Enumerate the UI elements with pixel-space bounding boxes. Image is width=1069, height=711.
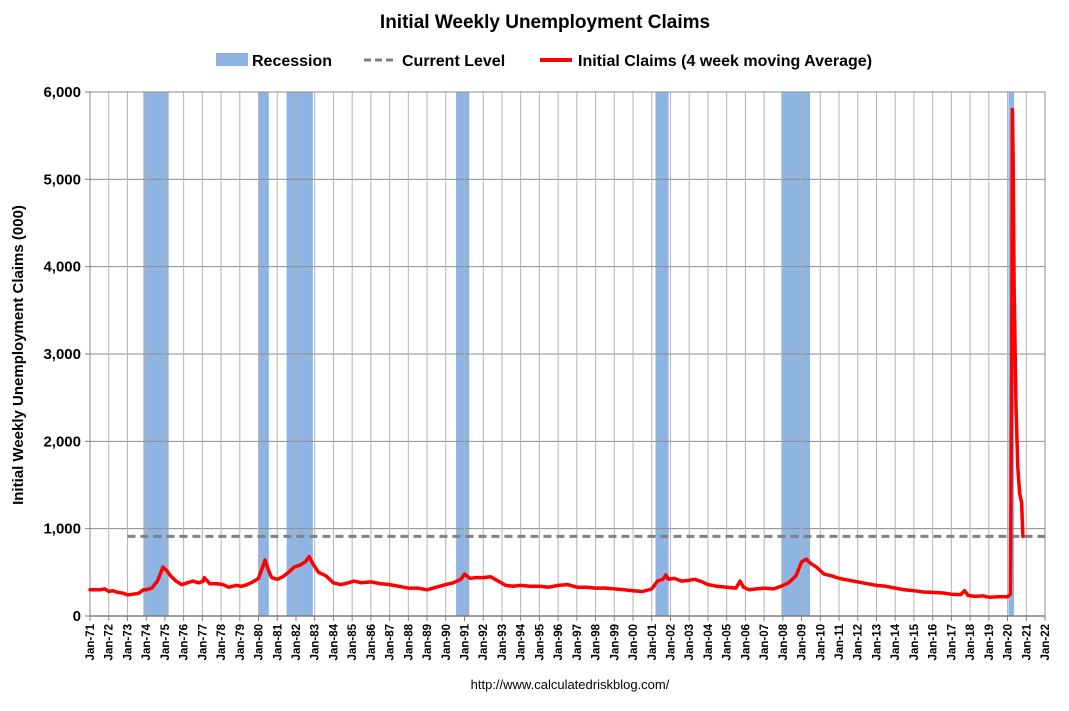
- x-tick-label: Jan-11: [834, 623, 846, 659]
- x-tick-label: Jan-87: [385, 624, 397, 660]
- x-tick-label: Jan-75: [160, 623, 172, 660]
- x-tick-label: Jan-09: [797, 624, 809, 660]
- x-tick-label: Jan-81: [272, 623, 284, 660]
- x-tick-label: Jan-95: [534, 623, 546, 660]
- x-tick-label: Jan-91: [460, 623, 472, 660]
- x-tick-label: Jan-06: [740, 624, 752, 660]
- x-tick-label: Jan-98: [591, 623, 603, 660]
- y-tick-label: 4,000: [43, 259, 81, 276]
- x-tick-label: Jan-12: [853, 624, 865, 660]
- y-tick-label: 0: [73, 608, 81, 625]
- x-tick-label: Jan-86: [366, 624, 378, 660]
- x-tick-label: Jan-97: [572, 624, 584, 660]
- x-tick-label: Jan-96: [553, 624, 565, 660]
- x-tick-label: Jan-73: [122, 624, 134, 660]
- y-tick-label: 2,000: [43, 433, 81, 450]
- series-line-initial-claims: [88, 107, 1025, 599]
- x-tick-label: Jan-99: [609, 624, 621, 660]
- x-tick-label: Jan-83: [310, 624, 322, 660]
- x-tick-label: Jan-82: [291, 624, 303, 660]
- chart-title: Initial Weekly Unemployment Claims: [380, 12, 710, 33]
- legend: Recession Current Level Initial Claims (4 …: [216, 53, 872, 70]
- x-tick-label: Jan-74: [141, 623, 153, 660]
- x-tick-label: Jan-92: [478, 624, 490, 660]
- x-tick-label: Jan-03: [684, 624, 696, 660]
- x-tick-label: Jan-05: [722, 623, 734, 660]
- y-tick-label: 5,000: [43, 171, 81, 188]
- legend-item: Current Level: [364, 53, 505, 70]
- x-tick-label: Jan-13: [871, 624, 883, 660]
- x-tick-label: Jan-84: [328, 623, 340, 660]
- x-tick-label: Jan-16: [928, 624, 940, 660]
- legend-label: Current Level: [402, 53, 505, 70]
- x-tick-label: Jan-01: [647, 623, 659, 660]
- x-tick-label: Jan-90: [441, 624, 453, 660]
- x-tick-label: Jan-00: [628, 624, 640, 660]
- x-tick-label: Jan-89: [422, 624, 434, 660]
- y-axis-ticks: 0 1,000 2,000 3,000 4,000 5,000 6,000: [43, 84, 90, 625]
- source-url: http://www.calculatedriskblog.com/: [471, 677, 670, 692]
- x-tick-label: Jan-08: [778, 623, 790, 660]
- gridlines: [89, 91, 1046, 616]
- x-axis-ticks: Jan-71 Jan-72 Jan-73 Jan-74 Jan-75 Jan-76 Jan-…: [85, 616, 1052, 660]
- x-tick-label: Jan-79: [235, 624, 247, 660]
- x-tick-label: Jan-22: [1040, 624, 1052, 660]
- x-tick-label: Jan-14: [890, 623, 902, 660]
- x-tick-label: Jan-18: [965, 623, 977, 660]
- x-tick-label: Jan-85: [347, 623, 359, 660]
- legend-label: Initial Claims (4 week moving Average): [578, 53, 872, 70]
- y-tick-label: 1,000: [43, 521, 81, 538]
- legend-label: Recession: [252, 53, 332, 70]
- x-tick-label: Jan-78: [216, 623, 228, 660]
- x-tick-label: Jan-17: [946, 624, 958, 660]
- x-tick-label: Jan-76: [179, 624, 191, 660]
- x-tick-label: Jan-72: [104, 624, 116, 660]
- y-tick-label: 3,000: [43, 346, 81, 363]
- x-tick-label: Jan-19: [984, 624, 996, 660]
- legend-item: Initial Claims (4 week moving Average): [540, 53, 872, 70]
- x-tick-label: Jan-10: [815, 624, 827, 660]
- x-tick-label: Jan-88: [403, 623, 415, 660]
- series-lines: [88, 107, 1025, 599]
- x-tick-label: Jan-20: [1003, 624, 1015, 660]
- x-tick-label: Jan-93: [497, 624, 509, 660]
- legend-swatch-recession: [216, 53, 248, 66]
- x-tick-label: Jan-02: [665, 624, 677, 660]
- x-tick-label: Jan-07: [759, 624, 771, 660]
- x-tick-label: Jan-21: [1021, 623, 1033, 660]
- y-tick-label: 6,000: [43, 84, 81, 101]
- x-tick-label: Jan-15: [909, 623, 921, 660]
- legend-item: Recession: [216, 53, 332, 70]
- x-tick-label: Jan-94: [516, 623, 528, 660]
- x-tick-label: Jan-71: [85, 623, 97, 660]
- x-tick-label: Jan-77: [197, 624, 209, 660]
- y-axis-label: Initial Weekly Unemployment Claims (000): [10, 205, 27, 505]
- x-tick-label: Jan-80: [254, 624, 266, 660]
- x-tick-label: Jan-04: [703, 623, 715, 660]
